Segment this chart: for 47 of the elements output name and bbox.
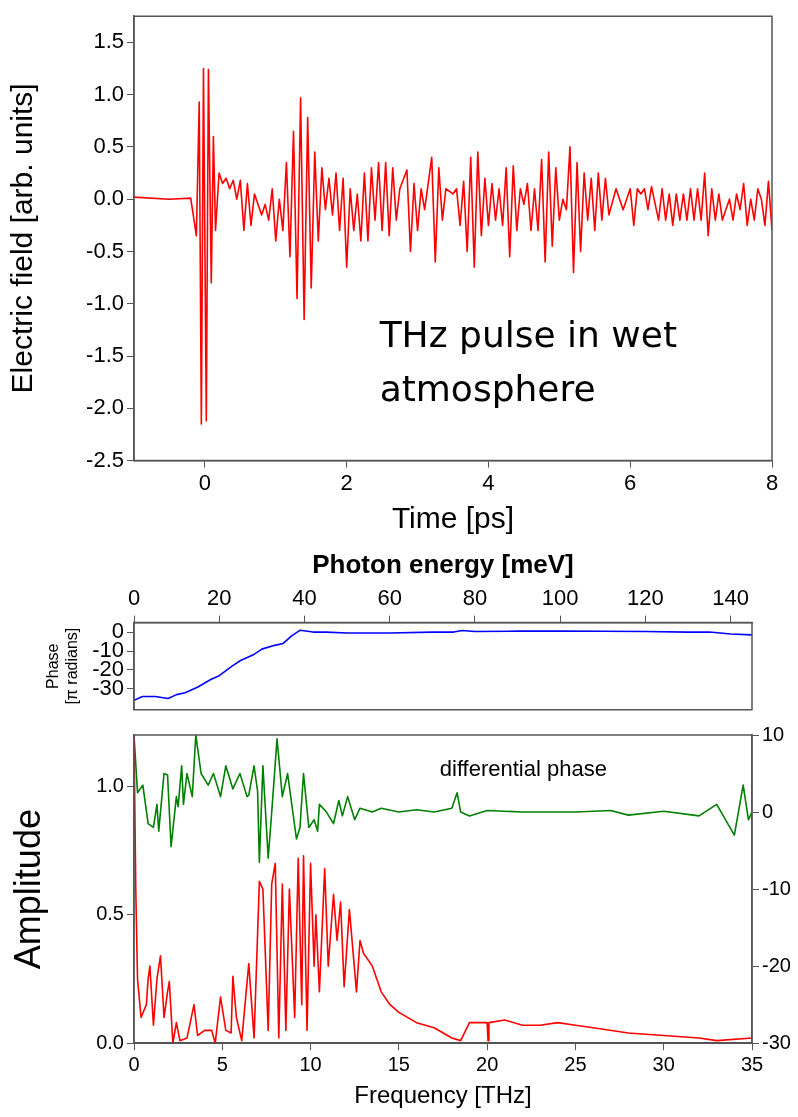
y-tick-label: -2.5 [86,446,124,472]
y-tick-label: 1.5 [93,28,124,54]
x-tick-label: 120 [627,585,664,611]
y-tick-label: -2.0 [86,394,124,420]
annotation: THz pulse in wet atmosphere [378,314,678,410]
x-tick-label: 20 [207,585,232,611]
y-tick-label: 0.0 [96,1030,124,1053]
y-tick-label: -1.0 [86,289,124,315]
y-tick-label: 0.5 [96,902,124,925]
x-tick-label: 60 [377,585,402,611]
x-tick-label: 6 [624,469,637,495]
y2-tick-label: 0 [762,799,774,822]
y2-tick-label: -30 [762,1030,791,1053]
x-tick-label: 2 [340,469,353,495]
x-tick-label: 0 [127,585,141,611]
y-axis-title: Amplitude [6,809,48,970]
x-tick-label: 4 [482,469,495,495]
x-tick-label: 10 [299,1052,322,1075]
x-tick-label: 35 [740,1052,764,1075]
series-label: differential phase [439,756,607,782]
x-tick-label: 30 [652,1052,675,1075]
y-tick-label: 1.0 [93,80,124,106]
x-axis-title: Time [ps] [391,501,515,535]
x-tick-label: 15 [387,1052,410,1075]
y-tick-label: -30 [92,675,124,701]
x-tick-label: 5 [216,1052,228,1075]
x-tick-label: 20 [476,1052,499,1075]
y-tick-label: -0.5 [86,237,124,263]
y-tick-label: 1.0 [96,773,124,796]
x-tick-label: 0 [198,469,212,495]
y2-tick-label: -10 [762,876,791,899]
y-axis-title: Electric field [arb. units] [5,83,39,394]
x-tick-label: 80 [462,585,488,611]
x-tick-label: 140 [712,585,750,611]
x-axis-title: Photon energy [meV] [312,548,574,579]
y-tick-label: 0.5 [93,132,124,158]
x-tick-label: 100 [541,585,579,611]
x-axis-title: Frequency [THz] [354,1081,532,1109]
y-tick-label: 0.0 [93,185,124,211]
y-tick-label: -1.5 [86,342,124,368]
x-tick-label: 40 [292,585,317,611]
x-tick-label: 8 [765,469,779,495]
y-axis-title: Phase [π radians] [44,627,80,705]
x-tick-label: 0 [128,1052,140,1075]
y2-tick-label: 10 [762,722,785,745]
y2-tick-label: -20 [762,953,791,976]
x-tick-label: 25 [564,1052,587,1075]
